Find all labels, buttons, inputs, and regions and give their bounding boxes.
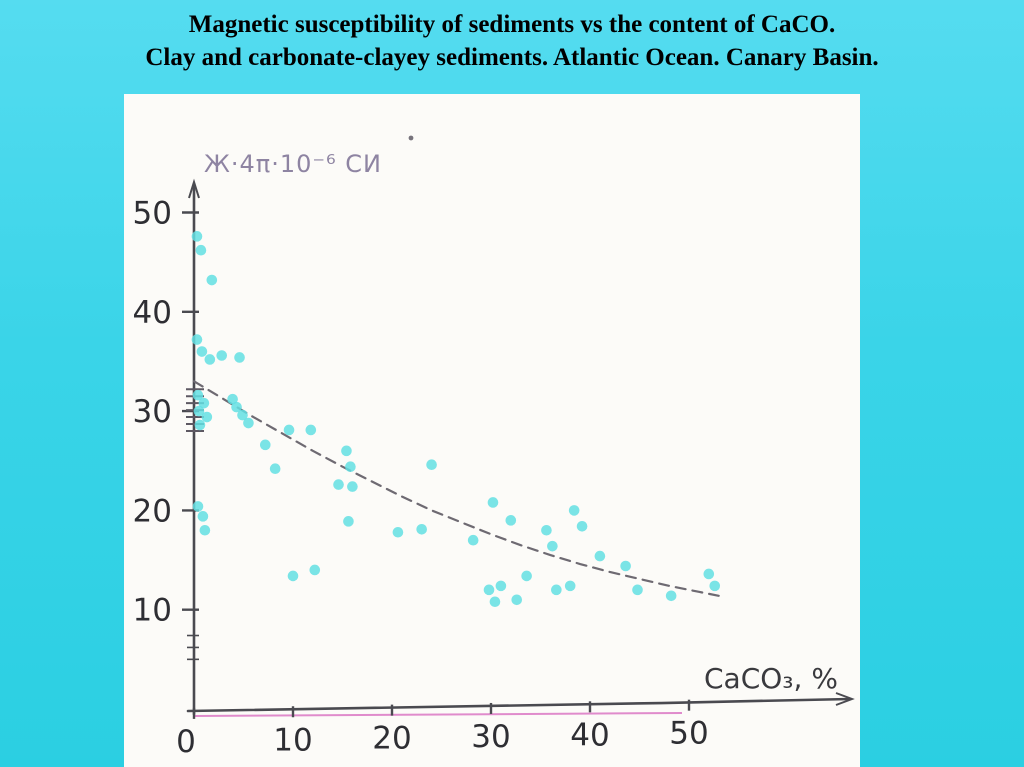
slide-title-line2: Clay and carbonate-clayey sediments. Atl… bbox=[145, 44, 879, 71]
data-point bbox=[594, 550, 606, 562]
data-point bbox=[416, 523, 428, 535]
data-point bbox=[620, 560, 631, 572]
data-point bbox=[541, 524, 552, 536]
data-point bbox=[487, 497, 499, 508]
y-axis-label: Ж·4π·10⁻⁶ СИ bbox=[204, 150, 382, 178]
data-point bbox=[521, 570, 532, 582]
data-point bbox=[709, 580, 721, 592]
data-point bbox=[198, 397, 210, 409]
data-point bbox=[195, 244, 207, 256]
x-axis-label: CaCO₃, % bbox=[704, 662, 838, 695]
x-axis-arrow bbox=[835, 692, 855, 706]
data-point bbox=[576, 520, 588, 532]
y-axis-arrow bbox=[188, 178, 200, 199]
data-point bbox=[568, 505, 580, 516]
data-point bbox=[489, 596, 501, 608]
scatter-plot-svg: 0 10 20 30 40 50 10 20 30 40 50 bbox=[133, 135, 855, 760]
x-axis-scan-line bbox=[193, 712, 683, 717]
data-point bbox=[204, 354, 216, 365]
data-point bbox=[347, 481, 358, 492]
data-point bbox=[206, 274, 218, 286]
data-point bbox=[192, 501, 204, 512]
chart-panel: 0 10 20 30 40 50 10 20 30 40 50 Ж·4π·10⁻⁶ СИ CaCO₃… bbox=[124, 94, 860, 767]
data-point bbox=[237, 409, 248, 421]
data-point bbox=[193, 405, 205, 417]
slide-title: Magnetic susceptibility of sediments vs … bbox=[0, 8, 1024, 74]
x-tick-label: 50 bbox=[669, 716, 708, 752]
data-point bbox=[333, 479, 344, 490]
y-tick-label: 10 bbox=[133, 593, 172, 629]
data-point bbox=[287, 570, 299, 582]
data-point bbox=[191, 231, 203, 242]
data-point bbox=[341, 445, 352, 457]
data-point bbox=[632, 584, 643, 596]
data-point bbox=[227, 393, 238, 405]
data-point bbox=[426, 459, 437, 471]
data-point bbox=[199, 524, 211, 536]
data-point bbox=[194, 419, 206, 431]
data-point bbox=[305, 424, 317, 436]
y-tick-label: 40 bbox=[133, 295, 172, 331]
data-point bbox=[505, 515, 517, 526]
data-point bbox=[551, 584, 562, 596]
data-point bbox=[309, 564, 321, 576]
data-point bbox=[345, 461, 356, 473]
data-point bbox=[483, 584, 495, 596]
data-point bbox=[192, 389, 204, 401]
data-point bbox=[201, 411, 213, 423]
data-point bbox=[495, 580, 507, 592]
data-point bbox=[234, 352, 245, 363]
y-tick-label: 50 bbox=[133, 196, 172, 232]
data-point bbox=[269, 463, 281, 474]
data-point bbox=[216, 350, 228, 361]
x-tick-label: 20 bbox=[372, 721, 411, 757]
slide-title-line1: Magnetic susceptibility of sediments vs … bbox=[188, 11, 836, 38]
x-tick-label: 10 bbox=[273, 722, 312, 758]
data-point bbox=[703, 568, 715, 580]
data-point bbox=[196, 346, 208, 357]
x-tick-label: 0 bbox=[176, 724, 196, 760]
data-point bbox=[511, 594, 523, 606]
trend-dashed-curve bbox=[192, 380, 720, 597]
data-point bbox=[665, 590, 677, 602]
stray-mark bbox=[408, 135, 414, 141]
x-axis-line bbox=[186, 697, 852, 713]
data-point bbox=[343, 516, 354, 527]
data-point bbox=[283, 424, 295, 436]
data-point bbox=[467, 534, 479, 546]
y-tick-label: 30 bbox=[133, 394, 172, 430]
data-point bbox=[259, 439, 271, 451]
x-tick-label: 30 bbox=[471, 719, 510, 755]
data-point bbox=[547, 540, 558, 552]
data-point bbox=[564, 580, 576, 592]
data-point bbox=[243, 417, 254, 429]
data-point bbox=[191, 334, 203, 345]
y-tick-label: 20 bbox=[133, 493, 172, 529]
data-point bbox=[197, 511, 209, 522]
data-point bbox=[231, 401, 242, 413]
x-tick-label: 40 bbox=[570, 717, 609, 753]
data-point bbox=[392, 526, 404, 538]
